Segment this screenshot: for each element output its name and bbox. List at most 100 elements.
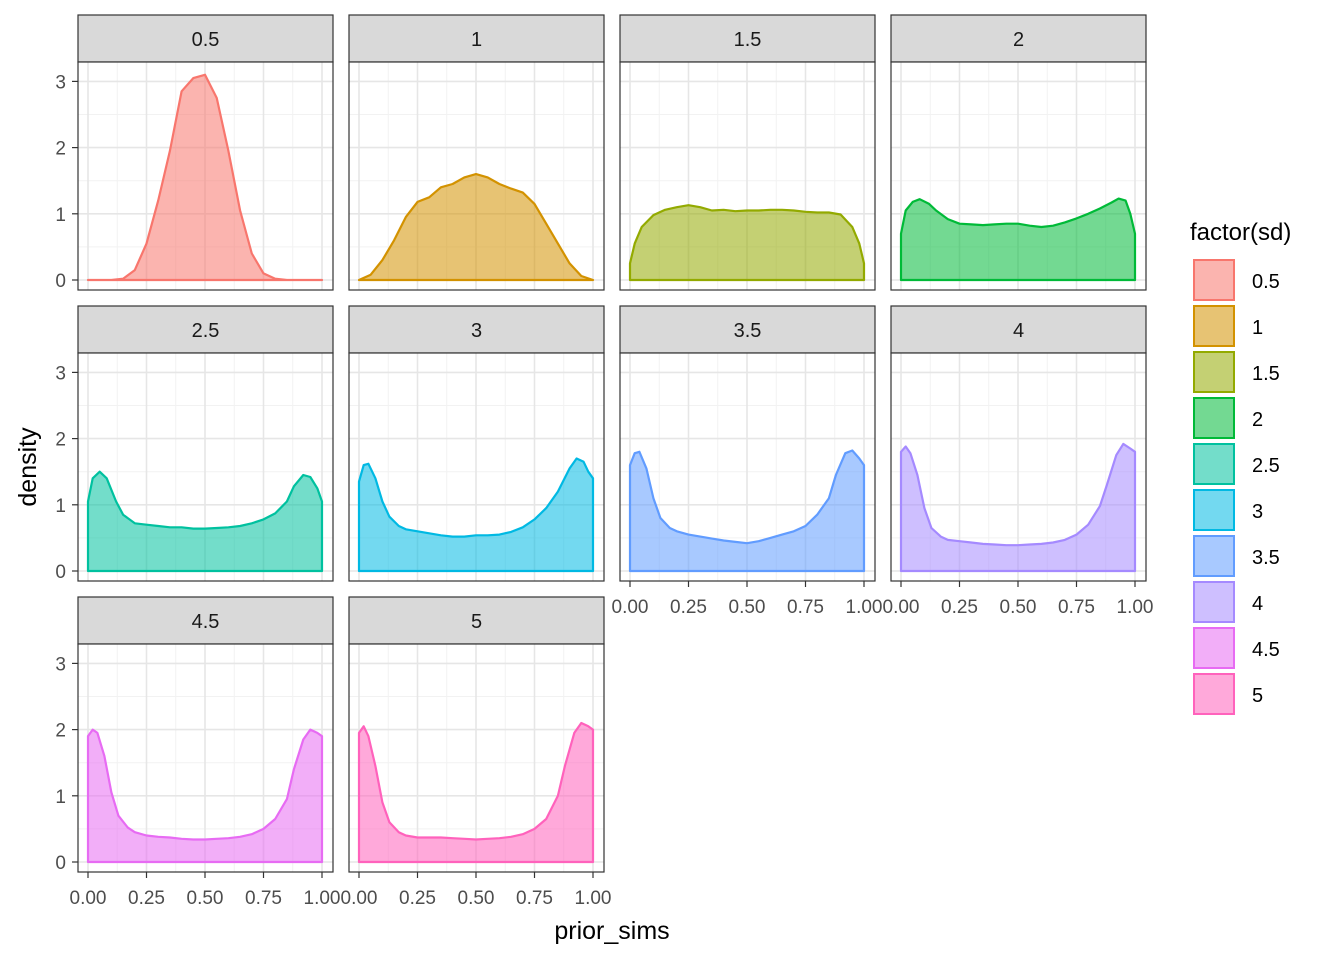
legend-title: factor(sd) xyxy=(1190,219,1291,246)
facet-strip-label: 0.5 xyxy=(192,29,220,51)
facet-strip xyxy=(348,596,605,645)
facet-strip-label: 2.5 xyxy=(192,320,220,342)
x-tick-label: 1.00 xyxy=(304,888,341,909)
y-tick-label: 0 xyxy=(55,271,66,292)
legend-item-label: 0.5 xyxy=(1252,271,1280,293)
x-tick-label: 0.00 xyxy=(341,888,378,909)
panel-border xyxy=(348,352,605,582)
facet-panel-5: 5 xyxy=(348,596,605,873)
legend-item-3: 3 xyxy=(1193,489,1263,531)
legend-key-swatch xyxy=(1193,351,1235,393)
panel-border xyxy=(890,61,1147,291)
facet-panel-4: 4 xyxy=(890,305,1147,582)
legend-item-label: 5 xyxy=(1252,685,1263,707)
x-tick-label: 0.75 xyxy=(516,888,553,909)
facet-panel-4-5: 4.5 xyxy=(77,596,334,873)
density-area-1-5 xyxy=(628,204,866,282)
legend-key-swatch xyxy=(1193,397,1235,439)
facet-strip-label: 4.5 xyxy=(192,611,220,633)
density-area-0-5 xyxy=(86,73,324,282)
facet-strip-label: 3.5 xyxy=(734,320,762,342)
facet-strip xyxy=(619,305,876,354)
facet-strip-label: 2 xyxy=(1013,29,1024,51)
legend-item-3-5: 3.5 xyxy=(1193,535,1280,577)
legend-key-swatch xyxy=(1193,305,1235,347)
facet-panel-1: 1 xyxy=(348,14,605,291)
facet-strip-label: 1 xyxy=(471,29,482,51)
y-tick-label: 0 xyxy=(55,853,66,874)
x-tick-label: 0.00 xyxy=(883,597,920,618)
density-area-3-5 xyxy=(628,449,866,573)
facet-panel-2-5: 2.5 xyxy=(77,305,334,582)
x-tick-label: 0.00 xyxy=(612,597,649,618)
x-tick-label: 0.25 xyxy=(941,597,978,618)
legend-item-label: 2.5 xyxy=(1252,455,1280,477)
x-tick-label: 0.00 xyxy=(70,888,107,909)
panel-border xyxy=(77,61,334,291)
y-tick-label: 3 xyxy=(55,363,66,384)
legend-key-swatch xyxy=(1193,627,1235,669)
legend-item-1-5: 1.5 xyxy=(1193,351,1280,393)
density-area-3 xyxy=(357,457,595,573)
y-tick-label: 1 xyxy=(55,496,66,517)
density-area-1 xyxy=(357,173,595,282)
density-area-2-5 xyxy=(86,470,324,573)
density-area-2 xyxy=(899,197,1137,282)
density-area-4-5 xyxy=(86,728,324,864)
legend-key-swatch xyxy=(1193,259,1235,301)
x-tick-label: 0.50 xyxy=(187,888,224,909)
legend-item-label: 3 xyxy=(1252,501,1263,523)
y-tick-label: 1 xyxy=(55,205,66,226)
x-tick-label: 0.50 xyxy=(729,597,766,618)
facet-strip-label: 4 xyxy=(1013,320,1024,342)
legend-item-4: 4 xyxy=(1193,581,1263,623)
y-tick-label: 2 xyxy=(55,139,66,160)
legend-item-label: 2 xyxy=(1252,409,1263,431)
facet-strip xyxy=(348,305,605,354)
legend-item-4-5: 4.5 xyxy=(1193,627,1280,669)
facet-panel-3: 3 xyxy=(348,305,605,582)
x-tick-label: 1.00 xyxy=(575,888,612,909)
legend-item-label: 4.5 xyxy=(1252,639,1280,661)
legend-item-label: 1.5 xyxy=(1252,363,1280,385)
y-tick-label: 0 xyxy=(55,562,66,583)
panel-border xyxy=(77,352,334,582)
x-tick-label: 0.25 xyxy=(128,888,165,909)
x-tick-label: 1.00 xyxy=(846,597,883,618)
facet-strip xyxy=(890,14,1147,63)
y-tick-label: 2 xyxy=(55,430,66,451)
y-tick-label: 3 xyxy=(55,72,66,93)
legend: factor(sd) 0.5 1 1.5 2 2.5 3 3.5 4 4.5 5 xyxy=(1190,219,1291,715)
legend-item-label: 3.5 xyxy=(1252,547,1280,569)
legend-key-swatch xyxy=(1193,489,1235,531)
facet-panel-0-5: 0.5 xyxy=(77,14,334,291)
facet-strip-label: 3 xyxy=(471,320,482,342)
y-axis-title: density xyxy=(14,427,42,507)
y-tick-label: 3 xyxy=(55,654,66,675)
x-tick-label: 0.75 xyxy=(1058,597,1095,618)
facet-panel-3-5: 3.5 xyxy=(619,305,876,582)
x-tick-label: 0.25 xyxy=(399,888,436,909)
density-area-4 xyxy=(899,442,1137,573)
legend-key-swatch xyxy=(1193,443,1235,485)
x-tick-label: 0.25 xyxy=(670,597,707,618)
legend-item-5: 5 xyxy=(1193,673,1263,715)
y-tick-label: 2 xyxy=(55,721,66,742)
legend-item-2: 2 xyxy=(1193,397,1263,439)
y-tick-label: 1 xyxy=(55,787,66,808)
x-tick-label: 0.50 xyxy=(458,888,495,909)
density-area-5 xyxy=(357,721,595,864)
legend-key-swatch xyxy=(1193,581,1235,623)
x-axis-title: prior_sims xyxy=(554,917,669,945)
legend-item-label: 4 xyxy=(1252,593,1263,615)
facet-panel-2: 2 xyxy=(890,14,1147,291)
legend-item-1: 1 xyxy=(1193,305,1263,347)
x-tick-label: 0.50 xyxy=(1000,597,1037,618)
x-tick-label: 1.00 xyxy=(1117,597,1154,618)
facet-strip xyxy=(77,14,334,63)
facet-strip-label: 5 xyxy=(471,611,482,633)
legend-item-0-5: 0.5 xyxy=(1193,259,1280,301)
facet-panels: 0.5 1 1.5 2 2.5 3 3.5 4 4.5 5 xyxy=(77,14,1147,873)
